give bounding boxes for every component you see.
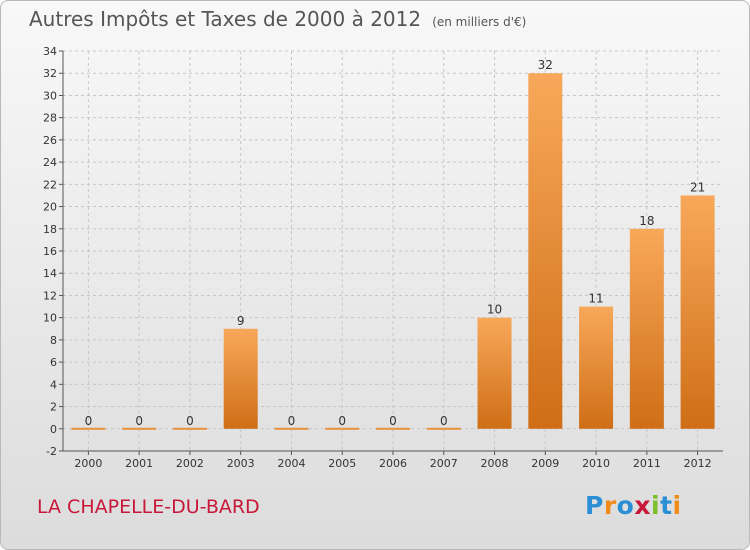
bar-value-label: 10 [487, 303, 502, 317]
chart-title-unit: (en milliers d'€) [432, 15, 527, 29]
y-tick-label: -2 [46, 445, 57, 458]
y-tick-label: 8 [50, 334, 57, 347]
y-tick-label: 6 [50, 356, 57, 369]
bar-value-label: 11 [588, 292, 603, 306]
logo-letter: i [651, 491, 661, 520]
x-tick-label: 2007 [430, 457, 458, 470]
x-tick-label: 2001 [125, 457, 153, 470]
y-tick-label: 30 [43, 89, 57, 102]
x-tick-label: 2010 [582, 457, 610, 470]
bar-value-label: 9 [237, 314, 245, 328]
bar [325, 427, 360, 430]
bar-value-label: 0 [186, 414, 194, 428]
x-tick-label: 2009 [531, 457, 559, 470]
y-tick-label: 22 [43, 178, 57, 191]
y-tick-label: 34 [43, 45, 57, 58]
bar [172, 427, 207, 430]
y-tick-label: 14 [43, 267, 57, 280]
bar [680, 195, 715, 429]
y-tick-label: 26 [43, 134, 57, 147]
x-tick-label: 2002 [176, 457, 204, 470]
chart-title-main: Autres Impôts et Taxes de 2000 à 2012 [29, 7, 422, 31]
y-tick-label: 24 [43, 156, 57, 169]
bar [579, 306, 614, 429]
bar-value-label: 0 [135, 414, 143, 428]
bar [629, 228, 664, 429]
y-tick-label: 10 [43, 312, 57, 325]
logo-letter: i [672, 491, 682, 520]
y-tick-label: 32 [43, 67, 57, 80]
bar-value-label: 18 [639, 214, 654, 228]
x-tick-label: 2003 [227, 457, 255, 470]
x-tick-label: 2012 [684, 457, 712, 470]
x-tick-label: 2005 [328, 457, 356, 470]
bar [122, 427, 157, 430]
bar [477, 317, 512, 429]
bar [426, 427, 461, 430]
bar [376, 427, 410, 430]
bar-value-label: 0 [389, 414, 397, 428]
x-tick-label: 2011 [633, 457, 661, 470]
bar-value-label: 0 [288, 414, 296, 428]
bar-value-label: 0 [440, 414, 448, 428]
bar-value-label: 0 [85, 414, 93, 428]
bar [274, 427, 309, 430]
chart-title: Autres Impôts et Taxes de 2000 à 2012 (e… [29, 7, 526, 31]
logo-letter: P [585, 491, 604, 520]
y-tick-label: 16 [43, 245, 57, 258]
labels: 0 0 0 9 0 0 0 0 10 32 11 18 21 [85, 58, 706, 428]
bars [71, 73, 715, 430]
x-tick-label: 2008 [481, 457, 509, 470]
y-tick-label: 20 [43, 201, 57, 214]
y-tick-label: 18 [43, 223, 57, 236]
x-tick-label: 2000 [74, 457, 102, 470]
logo-letter: x [634, 491, 651, 520]
y-tick-label: 4 [50, 378, 57, 391]
grid-lines [63, 50, 723, 452]
commune-name: LA CHAPELLE-DU-BARD [37, 496, 260, 518]
bar-value-label: 32 [538, 58, 553, 72]
bar-value-label: 0 [338, 414, 346, 428]
x-tick-label: 2004 [277, 457, 305, 470]
y-tick-label: 28 [43, 112, 57, 125]
y-tick-label: 0 [50, 423, 57, 436]
y-tick-label: 12 [43, 289, 57, 302]
logo-letter: t [660, 491, 673, 520]
y-tick-label: 2 [50, 401, 57, 414]
logo-letter: o [616, 491, 635, 520]
bar [71, 427, 106, 430]
proxiti-logo: Proxiti [585, 491, 682, 520]
bar [223, 328, 258, 429]
bar-value-label: 21 [690, 180, 705, 194]
bar [528, 73, 563, 429]
logo-letter: r [603, 491, 617, 520]
x-tick-label: 2006 [379, 457, 407, 470]
